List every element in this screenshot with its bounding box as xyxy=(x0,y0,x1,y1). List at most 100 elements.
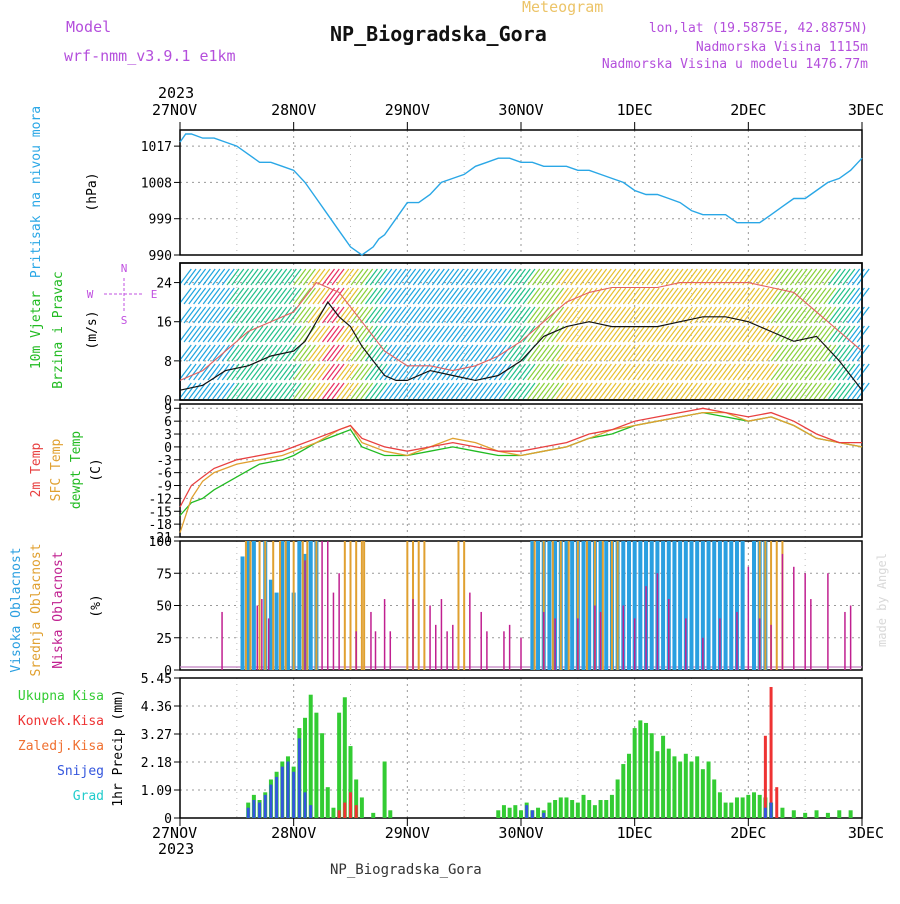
wind-barb xyxy=(589,287,603,305)
wind-barb xyxy=(489,268,503,286)
wind-barb xyxy=(536,344,550,362)
wind-barb xyxy=(231,382,245,400)
wind-barb xyxy=(656,268,670,286)
wind-barb xyxy=(369,363,383,381)
wind-barb xyxy=(255,325,269,343)
cloud-bar-low xyxy=(374,631,377,670)
cloud-bar-mid xyxy=(601,541,604,670)
wind-barb xyxy=(422,344,436,362)
wind-barb xyxy=(551,344,565,362)
wind-barb xyxy=(412,382,426,400)
precip-bar xyxy=(837,810,842,818)
wind-barb xyxy=(589,344,603,362)
wind-barb xyxy=(641,287,655,305)
cloud-bar-mid xyxy=(417,541,420,670)
wind-barb xyxy=(450,306,464,324)
wind-barb xyxy=(379,306,393,324)
wind-barb xyxy=(670,382,684,400)
wind-barb xyxy=(493,306,507,324)
wind-barb xyxy=(641,325,655,343)
precip-bar xyxy=(501,805,506,818)
wind-barb xyxy=(431,268,445,286)
wind-barb xyxy=(546,325,560,343)
cloud-bar-high xyxy=(240,556,245,670)
wind-barb xyxy=(465,325,479,343)
wind-barb xyxy=(799,306,813,324)
wind-barb xyxy=(212,344,226,362)
precip-bar xyxy=(542,812,546,818)
cloud-bar-mid xyxy=(758,541,761,670)
precip-bar xyxy=(712,779,717,818)
wind-barb xyxy=(813,268,827,286)
wind-barb xyxy=(341,268,355,286)
wind-barb xyxy=(269,363,283,381)
watermark: made by Angel xyxy=(875,553,889,647)
precip-legend-item: Zaledj.Kisa xyxy=(18,739,104,754)
x-tick-label-bottom: 27NOV xyxy=(152,824,197,842)
cloud-bar-high xyxy=(581,541,586,670)
wind-barb xyxy=(307,268,321,286)
wind-barb xyxy=(441,344,455,362)
wind-barb xyxy=(632,325,646,343)
wind-barb xyxy=(541,344,555,362)
wind-barb xyxy=(364,268,378,286)
wind-barb xyxy=(441,268,455,286)
wind-barb xyxy=(823,344,837,362)
wind-barb xyxy=(732,344,746,362)
cloud-ylabel-high: Visoka Oblacnost xyxy=(9,547,24,672)
wind-barb xyxy=(403,306,417,324)
wind-barb xyxy=(508,268,522,286)
precip-bar xyxy=(632,728,637,818)
cloud-bar-mid xyxy=(272,541,275,670)
wind-barb xyxy=(660,382,674,400)
wind-barb xyxy=(732,287,746,305)
precip-bar xyxy=(746,794,751,818)
wind-barb xyxy=(302,306,316,324)
wind-barb xyxy=(560,325,574,343)
wind-barb xyxy=(522,287,536,305)
wind-barb xyxy=(794,382,808,400)
wind-barb xyxy=(470,344,483,362)
wind-barb xyxy=(680,363,694,381)
wind-barb xyxy=(450,363,464,381)
wind-barb xyxy=(503,382,517,400)
wind-barb xyxy=(455,344,469,362)
wind-barb xyxy=(484,268,498,286)
wind-speed-line xyxy=(179,301,863,391)
wind-barb xyxy=(250,325,264,343)
wind-barb xyxy=(236,287,250,305)
wind-barb xyxy=(637,363,651,381)
precip-bar xyxy=(314,712,319,818)
wind-barb xyxy=(579,363,593,381)
wind-barb xyxy=(546,382,560,400)
wind-barb xyxy=(694,306,708,324)
wind-barb xyxy=(288,268,302,286)
wind-barb xyxy=(259,344,273,362)
x-tick-label-top: 2DEC xyxy=(730,101,766,119)
cloud-bar-low xyxy=(429,605,431,670)
wind-barb xyxy=(216,268,230,286)
wind-barb xyxy=(551,268,565,286)
cloud-bar-low xyxy=(810,599,812,670)
wind-barb xyxy=(245,287,259,305)
wind-barb xyxy=(493,325,507,343)
y-tick-label: -6 xyxy=(156,467,172,482)
wind-barb xyxy=(794,287,808,305)
wind-barb xyxy=(355,287,369,305)
wind-barb xyxy=(283,363,297,381)
wind-barb xyxy=(364,382,378,400)
wind-barb xyxy=(656,287,670,305)
wind-barb xyxy=(398,363,412,381)
cloud-ylabel-low: Niska Oblacnost xyxy=(51,551,66,668)
wind-barb xyxy=(785,363,799,381)
wind-barb xyxy=(259,306,273,324)
wind-barb xyxy=(541,268,555,286)
wind-barb xyxy=(307,382,321,400)
wind-barb xyxy=(226,363,240,381)
wind-barb xyxy=(799,382,813,400)
wind-barb xyxy=(255,287,269,305)
wind-barb xyxy=(785,287,799,305)
wind-barb xyxy=(398,287,412,305)
wind-barb xyxy=(680,306,694,324)
wind-barb xyxy=(384,325,398,343)
